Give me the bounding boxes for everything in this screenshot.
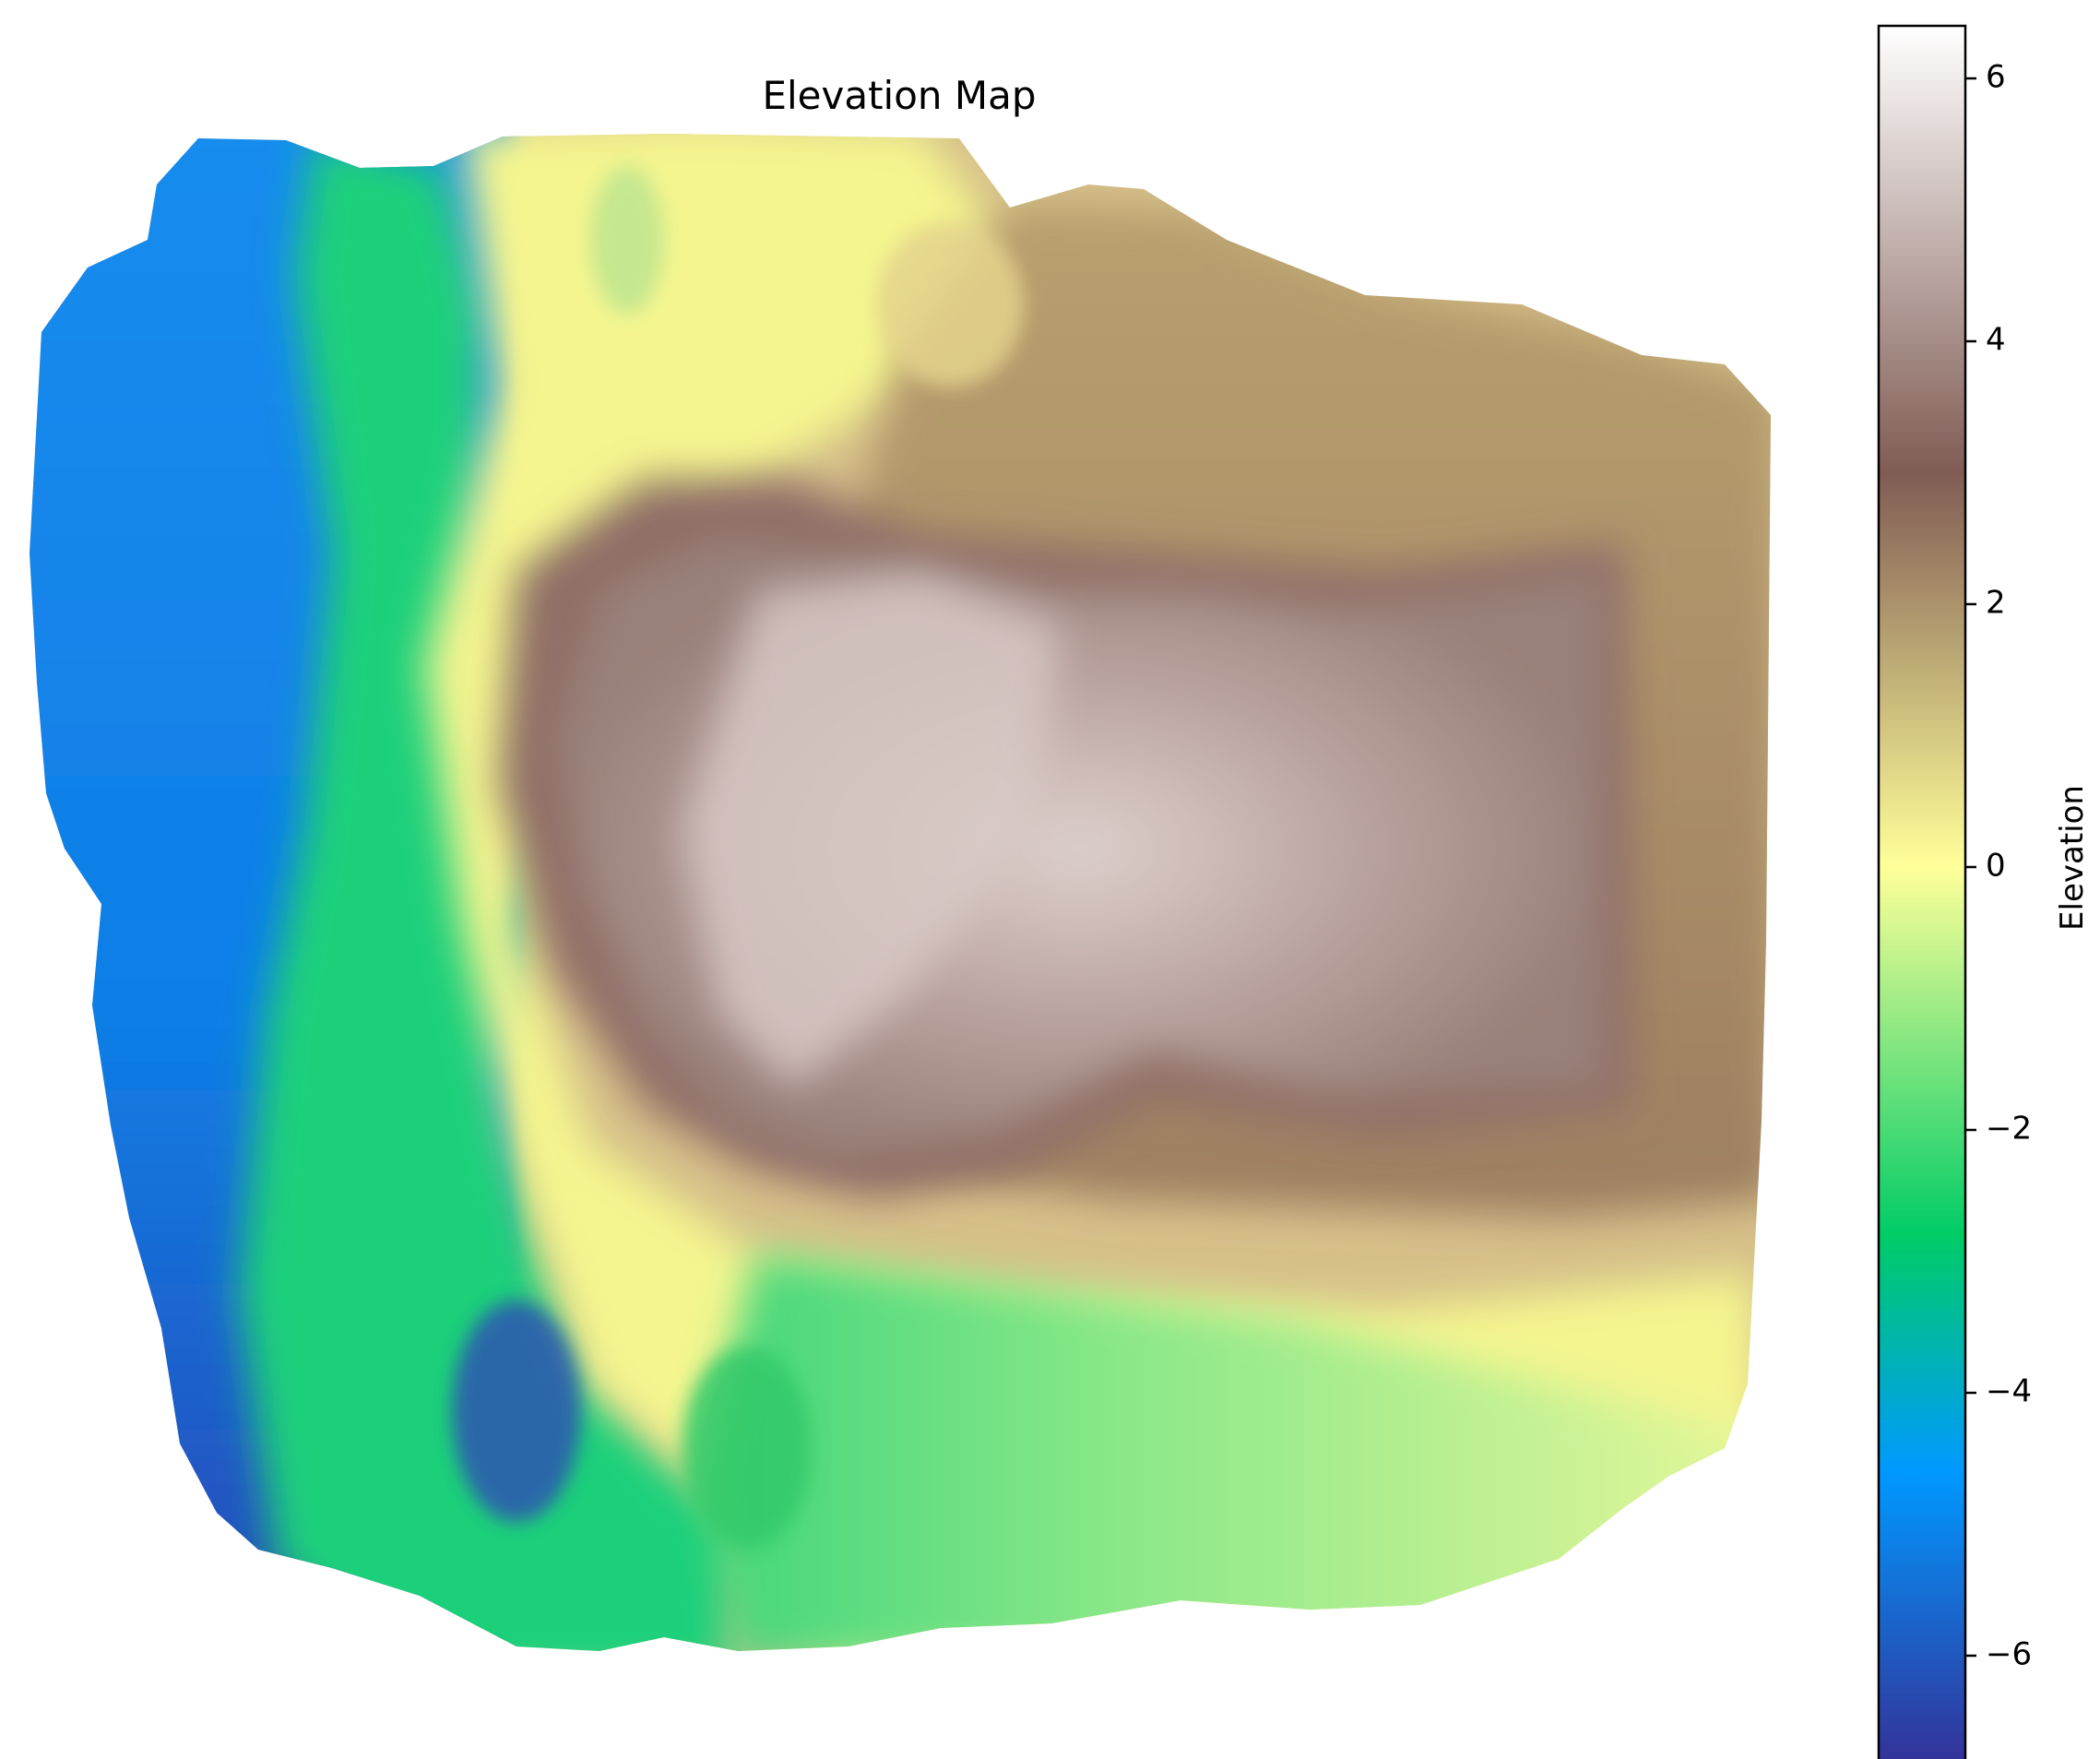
colorbar-tick-label: 6 xyxy=(1986,59,2006,96)
colorbar-tick-label: −6 xyxy=(1986,1636,2032,1673)
colorbar-tick-label: 2 xyxy=(1986,585,2006,622)
colorbar-label: Elevation xyxy=(2054,785,2091,931)
colorbar-tick-label: 0 xyxy=(1986,848,2006,885)
colorbar-tick-label: −2 xyxy=(1986,1111,2032,1147)
colorbar: −6 −4 −2 0 2 4 6 Elevation xyxy=(1877,24,2091,1759)
chart-title: Elevation Map xyxy=(762,73,1036,118)
colorbar-tick-label: 4 xyxy=(1986,322,2006,359)
colorbar-fill xyxy=(1879,26,1965,1759)
colorbar-ticks: −6 −4 −2 0 2 4 6 xyxy=(1965,59,2032,1673)
colorbar-frame xyxy=(1877,24,1967,1759)
heatmap-image xyxy=(30,134,1771,1651)
colorbar-tick-label: −4 xyxy=(1986,1373,2032,1410)
